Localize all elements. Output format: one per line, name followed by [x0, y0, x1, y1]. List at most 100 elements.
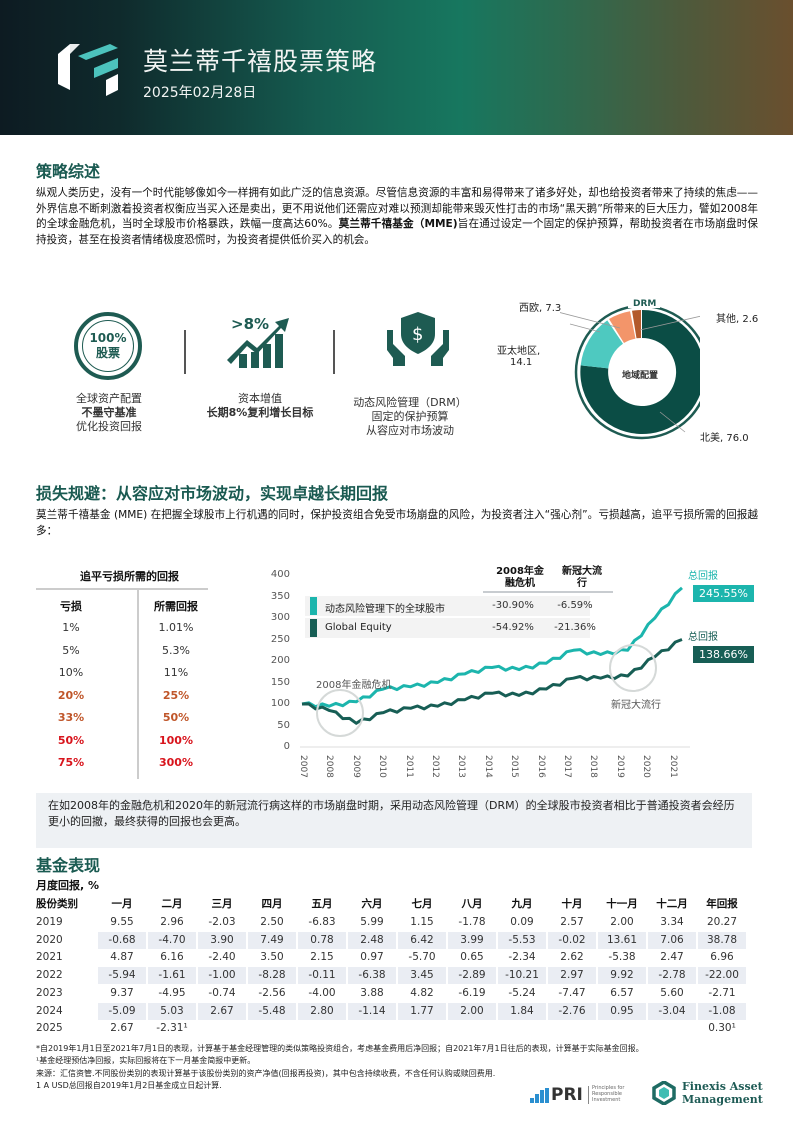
legend-header-2008: 2008年金 融危机	[490, 566, 550, 590]
performance-heading: 基金表现	[36, 856, 101, 875]
table-cell: 3.34	[660, 916, 684, 928]
return-value: 300%	[159, 756, 193, 769]
feature-line: 优化投资回报	[76, 420, 142, 433]
table-cell: -5.53	[498, 931, 546, 949]
table-cell	[348, 1020, 396, 1037]
table-cell: -8.28	[248, 967, 296, 985]
table-cell: -2.31¹	[156, 1022, 188, 1035]
feature-line: 全球资产配置	[76, 392, 142, 405]
divider	[483, 591, 613, 593]
x-tick: 2018	[588, 755, 599, 778]
legend-header-covid: 新冠大流行	[552, 566, 612, 590]
table-cell: 2.97	[548, 967, 596, 985]
overview-paragraph: 纵观人类历史，没有一个时代能够像如今一样拥有如此广泛的信息资源。尽管信息资源的丰…	[36, 186, 758, 248]
table-cell	[648, 1020, 696, 1037]
table-row: 2022 -5.94 -1.61 -1.00 -8.28 -0.11 -6.38 3.45 -2…	[36, 967, 756, 985]
row-label: 2021	[36, 951, 63, 964]
donut-label-western-europe: 西欧, 7.3	[519, 303, 562, 314]
legend-name: Global Equity	[325, 622, 392, 633]
loss-value: 10%	[58, 666, 84, 679]
feature-drm: 动态风险管理（DRM） 固定的保护预算 从容应对市场波动	[340, 396, 480, 438]
report-title: 莫兰蒂千禧股票策略	[143, 47, 378, 76]
table-cell: -0.68	[98, 931, 146, 949]
overview-heading: 策略综述	[36, 162, 101, 181]
table-row: 2019 9.55 2.96 -2.03 2.50 -6.83 5.99 1.15 -1.78 0…	[36, 914, 756, 932]
y-tick: 50	[277, 719, 290, 731]
growth-chart-icon: >8%	[227, 315, 289, 368]
x-tick: 2008	[324, 755, 335, 778]
drawdown-table-title: 追平亏损所需的回报	[80, 570, 179, 583]
report-date: 2025年02月28日	[143, 85, 257, 101]
table-cell: 4.82	[410, 986, 434, 999]
table-cell: 9.37	[110, 986, 134, 999]
table-cell	[298, 1020, 346, 1037]
table-cell: 7.06	[648, 931, 696, 949]
column-header: 八月	[461, 898, 483, 910]
pri-caption: Principles for Responsible Investment	[592, 1085, 652, 1103]
table-cell: 5.99	[360, 916, 384, 928]
table-cell: 2.48	[348, 931, 396, 949]
feature-line-bold: 不墨守基准	[81, 406, 137, 419]
drawdown-row: 75% 300%	[36, 756, 236, 778]
performance-line-chart	[300, 586, 690, 748]
drawdown-row: 33% 50%	[36, 711, 236, 733]
table-cell: 2.15	[310, 951, 334, 964]
drawdown-row: 1% 1.01%	[36, 621, 236, 643]
donut-center-label: 地域配置	[622, 369, 658, 381]
drawdown-paragraph: 莫兰蒂千禧基金 (MME) 在把握全球股市上行机遇的同时，保护投资组合免受市场崩…	[36, 509, 758, 537]
drawdown-row: 20% 25%	[36, 689, 236, 711]
table-cell: 2.50	[260, 916, 284, 928]
table-cell: -6.83	[308, 916, 336, 928]
table-row: 2024 -5.09 5.03 2.67 -5.48 2.80 -1.14 1.77 2.00 1…	[36, 1002, 756, 1021]
table-cell: -2.89	[448, 967, 496, 985]
return-value: 1.01%	[158, 621, 194, 634]
y-tick: 150	[270, 676, 290, 688]
drawdown-row: 5% 5.3%	[36, 644, 236, 666]
column-header: 五月	[311, 898, 333, 910]
x-tick: 2014	[482, 755, 493, 778]
table-cell: -3.04	[648, 1002, 696, 1020]
table-cell: 5.03	[148, 1002, 196, 1020]
column-header: 九月	[511, 898, 533, 910]
row-label: 2022	[36, 969, 63, 982]
return-value: 11%	[163, 666, 189, 679]
table-cell: 7.49	[248, 931, 296, 949]
table-cell: -5.94	[98, 967, 146, 985]
table-cell: -5.09	[98, 1002, 146, 1020]
table-cell: 9.92	[598, 967, 646, 985]
table-cell	[498, 1020, 546, 1037]
table-cell: -1.61	[148, 967, 196, 985]
table-cell: -0.02	[548, 931, 596, 949]
finexis-line: Finexis Asset	[682, 1080, 763, 1093]
x-tick: 2013	[456, 755, 467, 778]
legend-row-global-equity: Global Equity -54.92% -21.36%	[305, 618, 596, 638]
legend-value: -21.36%	[554, 622, 596, 633]
y-tick: 200	[270, 655, 290, 666]
legend-value: -30.90%	[492, 600, 534, 611]
brand-logo-icon	[58, 44, 118, 96]
x-tick: 2015	[509, 755, 520, 778]
table-cell: 2.80	[298, 1002, 346, 1020]
divider	[184, 330, 186, 374]
table-cell: -6.19	[458, 986, 486, 999]
table-cell: -2.78	[648, 967, 696, 985]
donut-label-apac: 亚太地区,	[497, 346, 541, 357]
donut-label-other: 其他, 2.6	[716, 314, 759, 325]
x-tick: 2010	[377, 755, 388, 778]
table-cell: 5.60	[660, 986, 684, 999]
table-cell: 2.00	[610, 916, 634, 928]
column-header: 十一月	[606, 898, 638, 910]
table-cell: 3.45	[398, 967, 446, 985]
column-header: 七月	[411, 898, 433, 910]
table-cell: -1.78	[458, 916, 486, 928]
table-cell: 3.50	[260, 951, 284, 964]
table-row: 2025 2.67 -2.31¹ 0.30¹	[36, 1020, 756, 1038]
loss-value: 1%	[62, 621, 80, 634]
column-header: 年回报	[706, 898, 738, 910]
table-cell: -1.00	[198, 967, 246, 985]
table-cell: 1.84	[498, 1002, 546, 1020]
table-row: 2021 4.87 6.16 -2.40 3.50 2.15 0.97 -5.70 0.65 -2…	[36, 949, 756, 967]
table-cell: -6.38	[348, 967, 396, 985]
table-cell: 2.96	[160, 916, 184, 928]
divider	[333, 330, 335, 374]
